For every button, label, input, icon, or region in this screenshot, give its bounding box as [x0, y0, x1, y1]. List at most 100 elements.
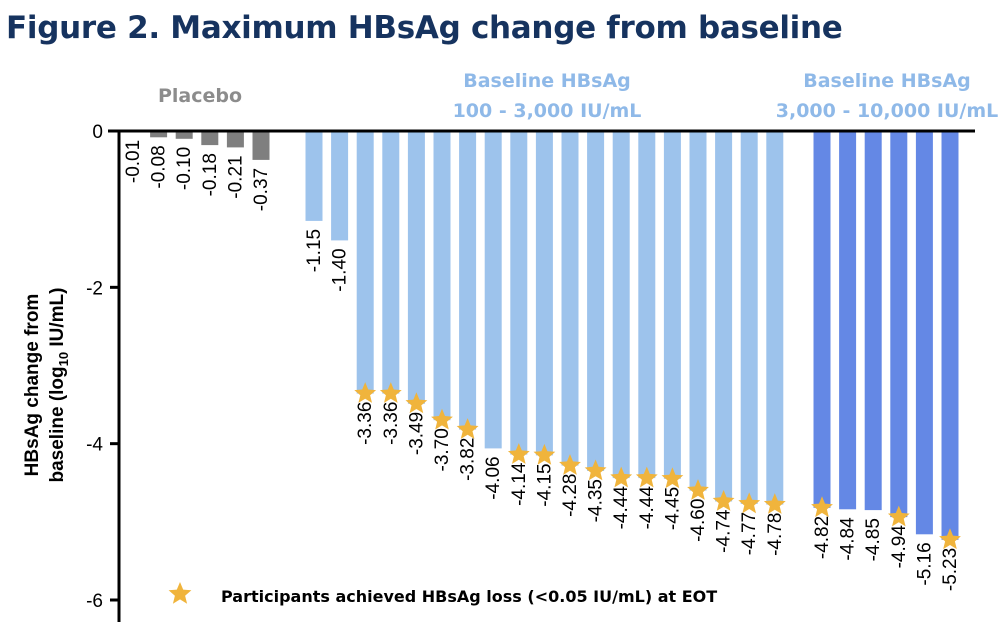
bar: [839, 131, 857, 510]
bar-value-label: -4.60: [688, 499, 709, 542]
bar: [305, 131, 323, 221]
hbsag-loss-star-icon: [559, 454, 581, 475]
group-label: Baseline HBsAg: [463, 70, 631, 92]
bar-value-label: -4.44: [637, 486, 658, 530]
bar: [638, 131, 656, 479]
legend-text: Participants achieved HBsAg loss (<0.05 …: [221, 587, 717, 606]
bar-value-label: -0.10: [174, 147, 195, 190]
legend-star-icon: [168, 582, 192, 604]
bar: [201, 131, 219, 146]
bar: [813, 131, 831, 508]
hbsag-loss-star-icon: [533, 443, 556, 465]
bar-value-label: -3.49: [406, 412, 427, 455]
hbsag-loss-star-icon: [635, 466, 658, 488]
group-label: Placebo: [158, 85, 242, 107]
bar-value-label: -0.01: [123, 140, 144, 183]
bar: [915, 131, 933, 535]
bar-value-label: -4.45: [662, 487, 683, 530]
y-tick-label: -4: [86, 435, 103, 456]
bar-value-label: -3.36: [381, 402, 402, 445]
bar-value-label: -3.82: [458, 438, 479, 481]
bar-value-label: -4.77: [739, 512, 760, 555]
bar: [510, 131, 528, 455]
y-axis-title-line2-post: IU/mL): [47, 288, 68, 352]
bar: [459, 131, 477, 430]
bar-value-label: -4.28: [560, 474, 581, 517]
group-label: Baseline HBsAg: [803, 70, 971, 92]
bar: [612, 131, 630, 479]
bar-value-label: -4.14: [509, 462, 530, 506]
hbsag-loss-star-icon: [712, 490, 735, 511]
hbsag-loss-star-icon: [379, 382, 402, 403]
bar: [587, 131, 605, 471]
bar-value-label: -0.18: [200, 153, 221, 196]
bar-value-label: -4.74: [714, 509, 735, 553]
y-axis-title: HBsAg change from baseline (log10 IU/mL): [22, 288, 71, 483]
hbsag-loss-star-icon: [939, 528, 961, 550]
labels-layer: Placebo -0.01 -0.08 -0.10 -0.18 -0.21 -0.37 Bas…: [123, 70, 998, 591]
bar: [766, 131, 784, 505]
bar: [715, 131, 733, 502]
bar-value-label: -0.37: [251, 168, 272, 211]
y-axis-title-subscript: 10: [56, 352, 71, 366]
hbsag-loss-star-icon: [763, 493, 786, 514]
bar: [484, 131, 502, 449]
group-label: 100 - 3,000 IU/mL: [453, 100, 642, 122]
y-tick-label: 0: [92, 122, 103, 143]
figure-title: Figure 2. Maximum HBsAg change from base…: [6, 10, 843, 46]
y-axis-title-line1: HBsAg change from: [22, 294, 43, 477]
bar: [252, 131, 270, 160]
axes-layer: 0 -2 -4 -6: [86, 122, 975, 622]
bar: [864, 131, 882, 511]
bar: [175, 131, 193, 139]
bar-value-label: -4.94: [889, 525, 910, 569]
hbsag-loss-star-icon: [507, 443, 530, 464]
bar: [382, 131, 400, 394]
hbsag-loss-star-icon: [811, 496, 833, 518]
y-tick-label: -2: [86, 278, 103, 299]
bar-value-label: -4.82: [812, 516, 833, 559]
bar-value-label: -0.08: [149, 145, 170, 188]
bar: [331, 131, 349, 241]
bar: [663, 131, 681, 479]
hbsag-loss-star-icon: [738, 492, 761, 514]
hbsag-loss-star-icon: [687, 479, 709, 500]
bar-value-label: -3.70: [432, 428, 453, 471]
hbsag-loss-star-icon: [456, 418, 479, 439]
bar: [740, 131, 758, 504]
hbsag-loss-star-icon: [887, 505, 910, 527]
y-axis-title-line2: baseline (log10 IU/mL): [47, 288, 71, 483]
legend: Participants achieved HBsAg loss (<0.05 …: [168, 582, 717, 606]
bar: [535, 131, 553, 456]
bar: [356, 131, 374, 394]
bar-value-label: -1.15: [304, 229, 325, 272]
bar-value-label: -3.36: [355, 402, 376, 445]
bar: [941, 131, 959, 540]
bar-value-label: -1.40: [330, 248, 351, 291]
bar: [433, 131, 451, 421]
bar: [689, 131, 707, 491]
bar-value-label: -4.85: [863, 518, 884, 561]
hbsag-loss-star-icon: [661, 467, 684, 489]
hbsag-loss-star-icon: [610, 466, 633, 488]
hbsag-loss-star-icon: [405, 392, 428, 414]
bar-value-label: -4.15: [534, 463, 555, 506]
hbsag-loss-star-icon: [354, 382, 377, 403]
bar-value-label: -5.23: [940, 548, 961, 591]
bar-value-label: -0.21: [225, 155, 246, 198]
bar: [890, 131, 908, 518]
bar-value-label: -4.06: [483, 456, 504, 499]
bar-value-label: -5.16: [914, 542, 935, 585]
bar-value-label: -4.78: [765, 513, 786, 556]
bar-value-label: -4.44: [611, 486, 632, 530]
bar-value-label: -4.84: [838, 517, 859, 561]
hbsag-loss-star-icon: [584, 459, 607, 481]
bar: [226, 131, 244, 148]
bar: [561, 131, 579, 466]
bar: [407, 131, 425, 404]
hbsag-loss-star-icon: [431, 408, 453, 430]
group-label: 3,000 - 10,000 IU/mL: [776, 100, 999, 122]
y-axis-title-line2-pre: baseline (log: [47, 366, 68, 482]
stars-layer: [354, 382, 961, 550]
